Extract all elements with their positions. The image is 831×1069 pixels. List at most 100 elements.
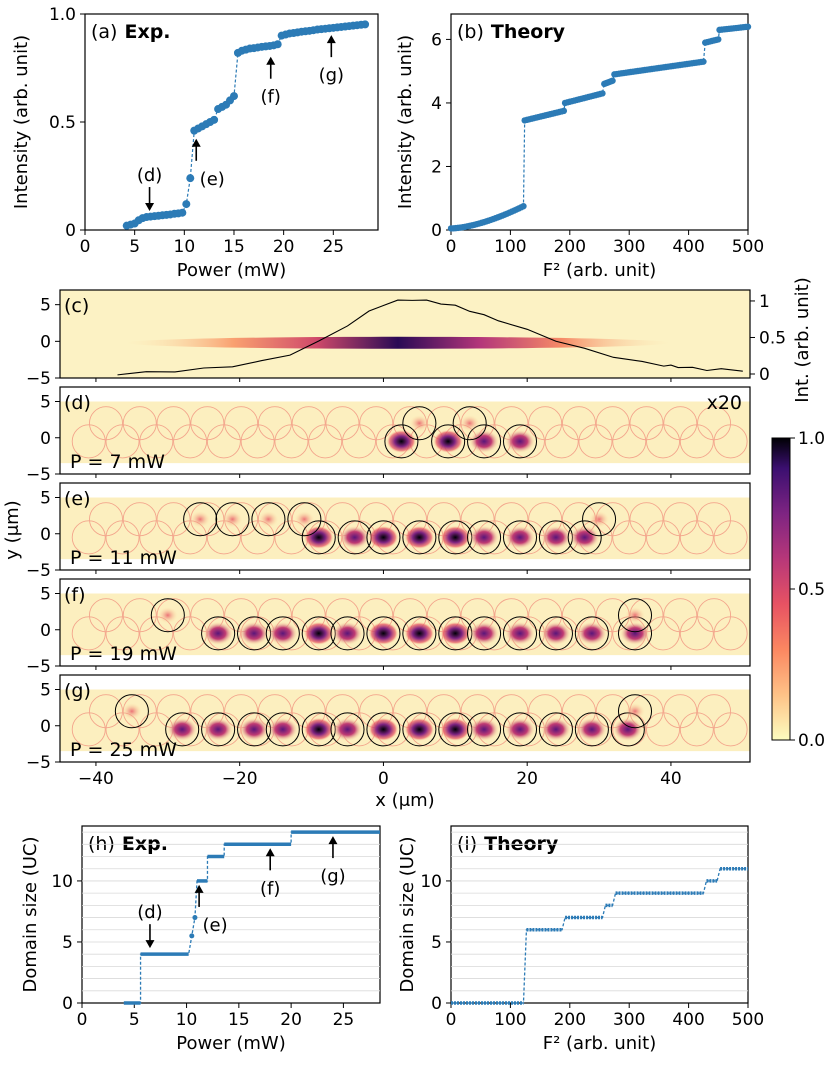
lattice-site (105, 520, 140, 555)
active-site (201, 616, 236, 651)
active-site (287, 502, 322, 537)
x-tick-label: 20 (516, 769, 538, 789)
condensate-spot (190, 510, 211, 528)
annotation-arrow: (d) (137, 902, 163, 949)
condensate-spot (332, 621, 363, 645)
active-site (538, 616, 573, 651)
annotation-arrow: (e) (194, 884, 228, 936)
lattice-site (646, 712, 681, 747)
lattice-site (679, 424, 714, 459)
y-tick-label: 0 (40, 525, 51, 545)
x-tick-label: 200 (554, 1010, 586, 1030)
y-tick-label: 0 (431, 221, 442, 241)
annotation-arrow: (f) (260, 848, 280, 899)
y-tick-label: 2 (431, 157, 442, 177)
x-axis-label: x (μm) (375, 790, 434, 811)
x-tick-label: 500 (732, 1010, 764, 1030)
colorbar-tick-label: 1.0 (798, 429, 825, 449)
condensate-spot (440, 717, 471, 741)
active-site (201, 712, 236, 747)
chart-h-frame (81, 825, 381, 1004)
x-tick-label: 300 (613, 1010, 645, 1030)
condensate-spot (368, 717, 399, 741)
active-site (467, 424, 502, 459)
condensate-spot (404, 621, 435, 645)
active-site (366, 712, 401, 747)
right-y-tick-label: 0 (759, 365, 770, 385)
data-point (229, 92, 238, 101)
lattice-site (342, 424, 376, 459)
map-panel: −5 0 5 (e) P = 11 mW (26, 482, 751, 581)
condensate-spot (612, 717, 643, 741)
annotation-arrow: (g) (319, 35, 344, 86)
map-panel: −5 0 5 (f) P = 19 mW (26, 578, 751, 677)
lattice-site (713, 616, 748, 651)
x-tick-label: 0 (378, 769, 389, 789)
arrow-head (326, 35, 336, 44)
x-tick-label: 10 (174, 237, 196, 257)
arrow-label: (e) (200, 169, 225, 190)
lattice-site (646, 424, 681, 459)
active-site (330, 616, 365, 651)
panel-label: (e) (64, 488, 91, 510)
condensate-spot (541, 621, 571, 645)
chart-i: 0 100 200 300 400 500 0 5 10 F² (arb. unit) Domain… (397, 825, 764, 1054)
active-site (183, 502, 218, 537)
panel-title: Theory (491, 21, 566, 43)
lattice-site (274, 424, 309, 459)
y-tick-label: 5 (431, 933, 442, 953)
condensate-spot (368, 525, 399, 549)
active-site (574, 712, 609, 747)
condensate-spot (505, 525, 535, 549)
panel-label: (b) Theory (457, 21, 566, 43)
condensate-spot (576, 621, 607, 645)
colorbar: 0.0 0.5 1.0 (771, 429, 825, 751)
condensate-spot (505, 621, 535, 645)
y-axis-label: Intensity (arb. unit) (395, 35, 416, 209)
colorbar-tick-label: 0.0 (798, 731, 825, 751)
y-tick-label: −5 (26, 753, 51, 773)
panel-label: (c) (64, 295, 89, 317)
active-site (574, 616, 609, 651)
condensate-spot (239, 621, 269, 645)
right-y-tick-label: 0.5 (759, 328, 786, 348)
y-tick-label: 5 (40, 489, 51, 509)
condensate-spot (409, 414, 430, 432)
chart-a: 0 5 10 15 20 25 0 0.5 1.0 Power (mW) Intensity (ar… (11, 5, 379, 281)
y-tick-label: 0.5 (49, 113, 76, 133)
lattice-site (240, 520, 275, 555)
lattice-site (71, 712, 106, 747)
map-panel: −5 0 5 (g) P = 25 mW (26, 674, 751, 773)
x-tick-label: 100 (494, 1010, 526, 1030)
condensate-spot (386, 429, 417, 453)
map-frame (59, 674, 751, 763)
condensate-spot (469, 525, 499, 549)
map-frame (59, 386, 751, 475)
condensate-spot (625, 606, 645, 624)
active-site (538, 712, 573, 747)
arrow-label: (e) (203, 915, 228, 936)
x-axis-label: Power (mW) (176, 1033, 286, 1054)
condensate-spot (303, 717, 334, 741)
active-site (114, 694, 149, 729)
chart-b-frame (450, 13, 749, 231)
condensate-spot (167, 717, 198, 741)
y-tick-label: 0 (40, 332, 51, 352)
condensate-spot (469, 621, 499, 645)
y-tick-label: −5 (26, 465, 51, 485)
panel-title: Exp. (124, 21, 170, 43)
condensate-spot (620, 621, 650, 645)
condensate-spot (157, 606, 178, 624)
x-tick-label: 0 (80, 237, 91, 257)
condensate-spot (469, 717, 499, 741)
lattice-site (206, 424, 241, 459)
y-tick-label: 5 (62, 933, 73, 953)
active-site (402, 616, 437, 651)
lattice-site (679, 712, 714, 747)
annotation-arrow: (g) (320, 836, 346, 887)
x-tick-label: 200 (554, 237, 586, 257)
condensate-spot (332, 717, 363, 741)
x-tick-label: 0 (77, 1010, 88, 1030)
active-site (617, 694, 653, 729)
